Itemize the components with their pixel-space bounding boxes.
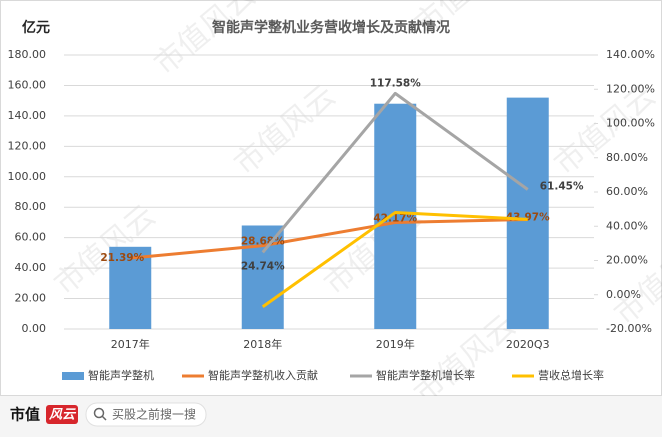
data-label: 24.74% [241, 260, 285, 272]
y2-tick-label: -20.00% [606, 322, 652, 335]
search-icon-handle [101, 415, 107, 421]
line [130, 217, 528, 260]
y-tick-label: 160.00 [8, 78, 47, 91]
legend-label: 智能声学整机增长率 [376, 368, 475, 382]
bar [109, 246, 152, 329]
legend-label: 营收总增长率 [538, 368, 604, 382]
y-tick-label: 140.00 [8, 109, 47, 122]
legend-label: 智能声学整机 [88, 368, 154, 382]
search-icon [93, 407, 105, 419]
footer-badge-bg [46, 405, 78, 424]
y2-tick-label: 120.00% [606, 82, 655, 95]
y-tick-label: 80.00 [15, 200, 47, 213]
x-tick-label: 2018年 [243, 337, 282, 351]
legend-swatch [62, 372, 84, 380]
legend-label: 智能声学整机收入贡献 [208, 368, 318, 382]
y2-tick-label: 140.00% [606, 48, 655, 61]
bar [374, 103, 417, 329]
y-tick-label: 20.00 [15, 292, 47, 305]
y-axis-label: 亿元 [22, 19, 50, 36]
line [261, 91, 529, 254]
y-tick-label: 40.00 [15, 261, 47, 274]
footer-brand: 市值 [10, 406, 40, 424]
x-tick-label: 2020Q3 [506, 338, 550, 351]
data-label: 61.45% [540, 181, 584, 193]
chart-title: 智能声学整机业务营收增长及贡献情况 [211, 19, 450, 36]
chart-frame [0, 0, 662, 396]
bar [506, 97, 549, 329]
y2-tick-label: 20.00% [606, 254, 648, 267]
y-tick-label: 180.00 [8, 48, 47, 61]
data-label: 21.39% [100, 252, 144, 264]
y-tick-label: 120.00 [8, 139, 47, 152]
y-tick-label: 0.00 [22, 322, 47, 335]
data-label: 43.97% [506, 211, 550, 223]
footer-badge: 风云 [48, 408, 77, 423]
x-tick-label: 2019年 [376, 337, 415, 351]
y-tick-label: 60.00 [15, 231, 47, 244]
y2-tick-label: 60.00% [606, 185, 648, 198]
y2-tick-label: 40.00% [606, 219, 648, 232]
x-tick-label: 2017年 [111, 337, 150, 351]
search-placeholder: 买股之前搜一搜 [112, 407, 196, 422]
y-tick-label: 100.00 [8, 170, 47, 183]
line [261, 211, 528, 308]
y2-tick-label: 100.00% [606, 117, 655, 130]
data-label: 117.58% [370, 77, 422, 89]
search-box[interactable] [85, 402, 207, 427]
data-label: 28.68% [241, 236, 285, 248]
y2-tick-label: 0.00% [606, 288, 641, 301]
y2-tick-label: 80.00% [606, 151, 648, 164]
